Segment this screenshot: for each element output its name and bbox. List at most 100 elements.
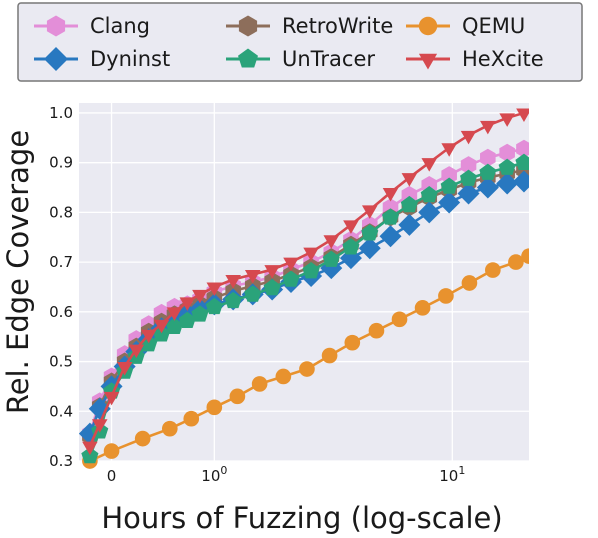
data-point-qemu (485, 262, 501, 278)
data-point-hexcite (323, 235, 340, 249)
data-point-qemu (183, 410, 200, 427)
data-point-untracer (381, 208, 400, 225)
legend-label: Clang (90, 14, 150, 38)
legend-item-dyninst: Dyninst (34, 47, 170, 71)
data-point-hexcite (179, 297, 196, 311)
data-point-qemu (461, 275, 478, 291)
y-tick-label: 0.7 (49, 253, 73, 271)
data-point-qemu (521, 248, 529, 264)
legend-item-retrowrite: RetroWrite (226, 14, 393, 38)
data-point-qemu (368, 322, 385, 339)
data-point-dyninst (512, 170, 529, 193)
data-point-hexcite (91, 419, 108, 433)
data-point-hexcite (401, 173, 418, 187)
data-point-untracer (302, 262, 320, 279)
legend-label: Dyninst (90, 47, 170, 71)
legend-marker (238, 48, 258, 68)
data-point-untracer (515, 153, 529, 170)
legend-label: QEMU (462, 14, 525, 38)
data-point-hexcite (103, 391, 120, 406)
data-point-hexcite (140, 329, 157, 344)
legend-marker (46, 15, 66, 37)
data-point-untracer (81, 447, 99, 464)
data-point-hexcite (361, 205, 378, 219)
data-point-dyninst (418, 201, 441, 224)
data-point-untracer (322, 250, 340, 267)
data-point-untracer (224, 291, 242, 309)
series-hexcite (82, 108, 529, 456)
data-point-qemu (206, 399, 223, 416)
data-point-hexcite (128, 344, 145, 359)
y-tick-label: 0.9 (49, 154, 73, 172)
data-point-dyninst (79, 422, 101, 445)
data-point-clang (441, 166, 457, 185)
data-point-hexcite (516, 108, 529, 122)
x-tick-label: 100 (201, 464, 227, 485)
legend-marker (44, 47, 68, 71)
data-point-untracer (400, 195, 418, 213)
data-point-qemu (134, 430, 151, 447)
data-point-hexcite (421, 158, 438, 172)
data-point-hexcite (82, 441, 98, 456)
data-point-qemu (161, 420, 178, 437)
data-point-clang (460, 156, 477, 175)
data-point-qemu (103, 443, 120, 459)
y-tick-label: 0.4 (49, 402, 73, 420)
legend-label: HeXcite (462, 47, 544, 71)
data-point-untracer (152, 325, 171, 342)
legend: Clang RetroWrite QEMU Dyninst UnTracer HeXcit… (17, 2, 583, 82)
data-point-dyninst (358, 237, 381, 260)
data-point-qemu (344, 334, 361, 351)
data-point-untracer (498, 158, 516, 175)
legend-label: RetroWrite (282, 14, 393, 38)
data-point-hexcite (480, 120, 496, 135)
legend-item-qemu: QEMU (406, 14, 525, 38)
data-point-hexcite (460, 130, 477, 145)
y-tick-label: 0.5 (49, 353, 73, 371)
data-point-dyninst (379, 225, 402, 248)
data-point-untracer (420, 185, 438, 203)
data-point-hexcite (264, 265, 280, 279)
plot-area (79, 103, 529, 461)
y-tick-label: 0.3 (49, 452, 73, 470)
data-point-hexcite (206, 282, 223, 296)
data-point-qemu (508, 254, 524, 270)
data-point-untracer (191, 305, 209, 322)
legend-marker (418, 16, 438, 36)
data-point-clang (480, 148, 496, 167)
data-point-untracer (263, 278, 281, 296)
y-tick-label: 0.6 (49, 303, 73, 321)
legend-label: UnTracer (282, 47, 375, 71)
legend-frame (17, 2, 583, 82)
legend-item-hexcite: HeXcite (406, 47, 544, 71)
series-qemu (82, 248, 529, 469)
data-point-hexcite (244, 270, 261, 284)
data-point-hexcite (441, 143, 457, 157)
data-point-hexcite (192, 289, 208, 304)
data-point-qemu (251, 376, 268, 392)
data-point-hexcite (166, 307, 183, 321)
data-point-clang (499, 143, 515, 162)
data-point-hexcite (499, 113, 515, 127)
data-point-qemu (321, 347, 338, 364)
data-point-hexcite (116, 362, 133, 376)
data-point-untracer (361, 224, 379, 241)
x-tick-label: 101 (439, 464, 465, 485)
data-point-dyninst (457, 182, 480, 205)
data-point-hexcite (343, 220, 359, 234)
data-point-untracer (342, 238, 360, 255)
data-point-dyninst (496, 172, 519, 195)
data-point-qemu (391, 311, 408, 328)
x-tick-label: 0 (107, 467, 117, 485)
data-point-untracer (205, 297, 223, 315)
y-axis-title: Rel. Edge Coverage (1, 130, 35, 414)
data-point-untracer (479, 163, 497, 180)
data-point-hexcite (303, 247, 319, 262)
data-point-untracer (178, 311, 196, 329)
data-point-untracer (244, 285, 262, 302)
x-axis-ticks: 0 100 101 (107, 464, 466, 485)
legend-item-untracer: UnTracer (226, 47, 375, 71)
y-tick-label: 1.0 (49, 104, 73, 122)
legend-marker (238, 15, 258, 37)
